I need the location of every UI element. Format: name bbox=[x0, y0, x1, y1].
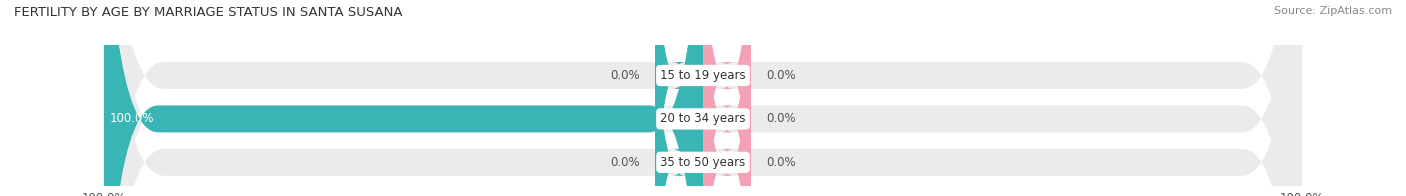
Text: 100.0%: 100.0% bbox=[110, 112, 155, 125]
Text: 35 to 50 years: 35 to 50 years bbox=[661, 156, 745, 169]
FancyBboxPatch shape bbox=[104, 0, 703, 196]
FancyBboxPatch shape bbox=[703, 0, 751, 196]
Text: 0.0%: 0.0% bbox=[610, 156, 640, 169]
Text: 0.0%: 0.0% bbox=[766, 156, 796, 169]
Text: 0.0%: 0.0% bbox=[766, 112, 796, 125]
FancyBboxPatch shape bbox=[655, 0, 703, 196]
FancyBboxPatch shape bbox=[104, 0, 1302, 196]
Text: 20 to 34 years: 20 to 34 years bbox=[661, 112, 745, 125]
Text: 15 to 19 years: 15 to 19 years bbox=[661, 69, 745, 82]
FancyBboxPatch shape bbox=[703, 0, 751, 196]
Text: 0.0%: 0.0% bbox=[766, 69, 796, 82]
FancyBboxPatch shape bbox=[655, 0, 703, 196]
FancyBboxPatch shape bbox=[104, 0, 1302, 196]
Text: Source: ZipAtlas.com: Source: ZipAtlas.com bbox=[1274, 6, 1392, 16]
Text: 0.0%: 0.0% bbox=[610, 69, 640, 82]
Text: FERTILITY BY AGE BY MARRIAGE STATUS IN SANTA SUSANA: FERTILITY BY AGE BY MARRIAGE STATUS IN S… bbox=[14, 6, 402, 19]
FancyBboxPatch shape bbox=[104, 0, 1302, 196]
FancyBboxPatch shape bbox=[703, 0, 751, 196]
